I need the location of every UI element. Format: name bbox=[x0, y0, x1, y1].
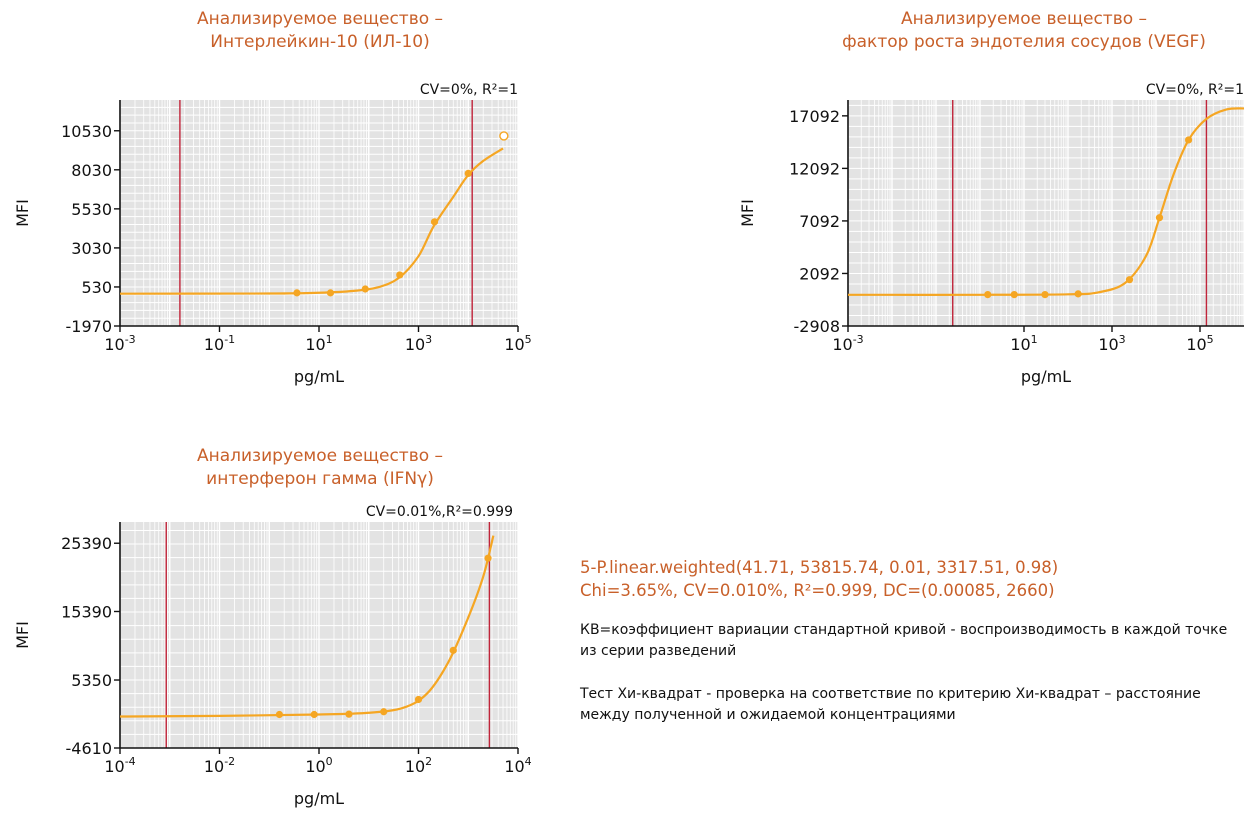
chart-title-line-2: интерферон гамма (IFNγ) bbox=[206, 469, 434, 489]
data-point bbox=[984, 291, 992, 299]
data-point bbox=[1041, 291, 1049, 299]
x-tick-label: 10-4 bbox=[104, 755, 135, 776]
data-point bbox=[430, 218, 439, 226]
y-tick-label: 530 bbox=[81, 278, 112, 297]
y-tick-label: 2092 bbox=[799, 264, 840, 283]
x-axis-label: pg/mL bbox=[294, 367, 344, 386]
fit-formula: 5-P.linear.weighted(41.71, 53815.74, 0.0… bbox=[580, 558, 1059, 577]
y-tick-label: 5530 bbox=[71, 200, 112, 219]
chart-title-line-1: Анализируемое вещество – bbox=[196, 9, 444, 29]
x-tick-label: 104 bbox=[504, 755, 531, 776]
x-axis-label: pg/mL bbox=[294, 789, 344, 808]
fit-annotation: CV=0%, R²=1 bbox=[420, 82, 518, 98]
x-tick-label: 100 bbox=[305, 755, 332, 776]
data-point bbox=[361, 285, 369, 293]
y-tick-label: 10530 bbox=[61, 122, 112, 141]
outlier-point bbox=[499, 131, 509, 141]
chart-title: Анализируемое вещество – Интерлейкин-10 … bbox=[80, 8, 560, 54]
fit-statistics: Chi=3.65%, CV=0.010%, R²=0.999, DC=(0.00… bbox=[580, 581, 1055, 600]
data-point bbox=[380, 708, 388, 716]
y-axis-label: MFI bbox=[13, 199, 32, 227]
fit-curve bbox=[847, 107, 1245, 296]
data-point bbox=[1125, 276, 1134, 284]
fit-info: 5-P.linear.weighted(41.71, 53815.74, 0.0… bbox=[580, 556, 1248, 726]
plot-background bbox=[848, 100, 1244, 326]
chi-note: Тест Хи-квадрат - проверка на соответств… bbox=[580, 686, 1201, 723]
x-tick-label: 10-3 bbox=[104, 333, 135, 354]
chart-title: Анализируемое вещество – интерферон гамм… bbox=[80, 445, 560, 491]
data-point bbox=[326, 289, 335, 297]
data-point bbox=[414, 695, 423, 704]
y-tick-label: 15390 bbox=[61, 602, 112, 621]
data-point bbox=[293, 289, 301, 297]
y-tick-label: 8030 bbox=[71, 161, 112, 180]
data-point bbox=[275, 710, 284, 719]
chart-title: Анализируемое вещество – фактор роста эн… bbox=[804, 8, 1244, 54]
data-point bbox=[396, 271, 404, 279]
x-axis-label: pg/mL bbox=[1021, 367, 1071, 386]
x-tick-label: 101 bbox=[1010, 333, 1037, 354]
y-tick-label: 12092 bbox=[789, 159, 840, 178]
data-point bbox=[464, 169, 472, 178]
y-tick-label: -2908 bbox=[794, 317, 841, 336]
x-tick-label: 10-3 bbox=[832, 333, 863, 354]
y-tick-label: 7092 bbox=[799, 212, 840, 231]
data-point bbox=[1074, 290, 1082, 298]
data-point bbox=[484, 554, 492, 562]
x-tick-label: 105 bbox=[504, 333, 531, 354]
x-tick-label: 102 bbox=[405, 755, 432, 776]
y-axis-label: MFI bbox=[738, 199, 757, 227]
data-point bbox=[345, 710, 353, 718]
chart-title-line-2: фактор роста эндотелия сосудов (VEGF) bbox=[842, 32, 1206, 52]
y-tick-label: -1970 bbox=[66, 317, 113, 336]
x-tick-label: 103 bbox=[405, 333, 432, 354]
y-tick-label: -4610 bbox=[66, 739, 113, 758]
data-point bbox=[1155, 214, 1164, 222]
chart-title-line-1: Анализируемое вещество – bbox=[196, 446, 444, 466]
cv-note: КВ=коэффициент вариации стандартной крив… bbox=[580, 622, 1228, 659]
y-tick-label: 17092 bbox=[789, 107, 840, 126]
data-point bbox=[310, 710, 318, 719]
data-point bbox=[1184, 136, 1193, 144]
y-tick-label: 3030 bbox=[71, 239, 112, 258]
chart-title-line-2: Интерлейкин-10 (ИЛ-10) bbox=[210, 32, 430, 52]
y-tick-label: 5350 bbox=[71, 671, 112, 690]
data-point bbox=[449, 646, 457, 654]
fit-annotation: CV=0.01%,R²=0.999 bbox=[366, 504, 513, 520]
fit-curve bbox=[119, 535, 495, 718]
y-axis-label: MFI bbox=[13, 621, 32, 649]
x-tick-label: 101 bbox=[305, 333, 332, 354]
data-point bbox=[1010, 291, 1018, 299]
x-tick-label: 10-2 bbox=[204, 755, 235, 776]
y-tick-label: 25390 bbox=[61, 534, 112, 553]
x-tick-label: 103 bbox=[1098, 333, 1125, 354]
x-tick-label: 10-1 bbox=[204, 333, 235, 354]
chart-title-line-1: Анализируемое вещество – bbox=[900, 9, 1148, 29]
x-tick-label: 105 bbox=[1186, 333, 1213, 354]
fit-annotation: CV=0%, R²=1 bbox=[1146, 82, 1244, 98]
